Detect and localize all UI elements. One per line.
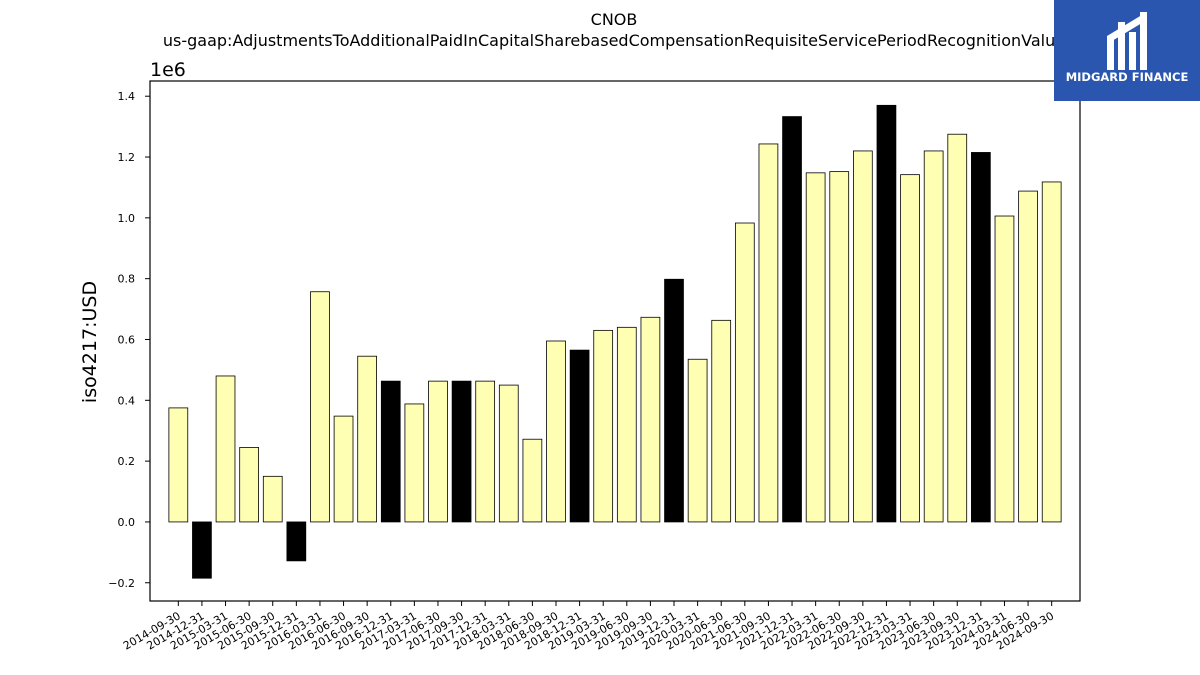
bar-2023-12-31 (971, 152, 991, 523)
bar-2018-12-31 (569, 349, 590, 523)
bar-2017-03-31 (404, 403, 425, 523)
bar-2019-12-31 (664, 278, 684, 523)
y-tick-label: 1.4 (118, 90, 136, 103)
bar-2017-12-31 (475, 380, 496, 523)
logo-background (1054, 0, 1200, 101)
bar-2023-03-31 (900, 174, 920, 523)
bar-2016-06-30 (333, 415, 354, 523)
bar-2022-06-30 (829, 171, 850, 523)
logo-badge: MIDGARD FINANCE (1054, 0, 1200, 101)
bar-2017-09-30 (451, 380, 472, 523)
bar-2016-09-30 (357, 355, 377, 523)
bar-2015-03-31 (215, 375, 236, 523)
bar-2022-03-31 (805, 172, 826, 523)
bar-2021-09-30 (758, 143, 779, 523)
bar-2024-03-31 (994, 215, 1015, 523)
bar-2016-03-31 (310, 291, 330, 523)
chart-subtitle: us-gaap:AdjustmentsToAdditionalPaidInCap… (163, 31, 1065, 50)
bar-2018-09-30 (546, 340, 566, 523)
bar-2021-06-30 (734, 222, 755, 523)
bar-2018-03-31 (498, 384, 519, 523)
bar-2015-06-30 (239, 447, 259, 523)
bar-2017-06-30 (428, 380, 448, 523)
bar-2015-12-31 (286, 521, 307, 562)
y-tick-label: 0.8 (118, 273, 136, 286)
y-tick-label: 1.2 (118, 151, 136, 164)
bar-2024-09-30 (1041, 181, 1062, 523)
y-tick-label: 0.2 (118, 455, 136, 468)
logo-text: MIDGARD FINANCE (1066, 70, 1189, 84)
logo-mark-icon (1107, 12, 1147, 70)
y-tick-label: 0.4 (118, 394, 136, 407)
bar-2023-06-30 (923, 150, 944, 523)
y-axis-label: iso4217:USD (79, 281, 101, 403)
chart-title: CNOB (591, 10, 638, 29)
bar-2014-09-30 (168, 407, 189, 523)
plot-frame (149, 80, 1081, 602)
bar-2018-06-30 (522, 438, 543, 523)
bar-2019-09-30 (640, 316, 661, 523)
y-ticks-group: −0.2 0.0 0.2 0.4 0.6 0.8 1.0 1.2 1.4 (108, 90, 150, 590)
y-tick-label: 0.6 (118, 333, 136, 346)
bar-2022-12-31 (876, 104, 897, 523)
bar-2023-09-30 (947, 133, 968, 523)
y-tick-label: 1.0 (118, 212, 136, 225)
bar-2022-09-30 (853, 150, 873, 523)
y-tick-label: 0.0 (118, 516, 136, 529)
bar-2015-09-30 (262, 475, 283, 523)
bars-group (168, 104, 1062, 579)
bar-2021-12-31 (782, 116, 802, 523)
bar-2020-03-31 (687, 358, 708, 523)
bar-2014-12-31 (192, 521, 212, 579)
x-ticks-group: 2014-09-302014-12-312015-03-312015-06-30… (121, 601, 1056, 653)
bar-2019-06-30 (616, 326, 637, 523)
bar-2019-03-31 (593, 329, 614, 523)
y-axis-offset-label: 1e6 (150, 59, 186, 81)
y-tick-label: −0.2 (108, 577, 135, 590)
bar-2024-06-30 (1018, 190, 1038, 523)
bar-2020-06-30 (711, 319, 732, 523)
bar-2016-12-31 (380, 380, 401, 523)
